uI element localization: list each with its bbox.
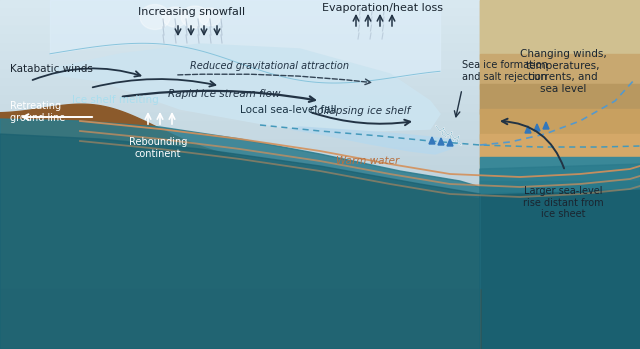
Bar: [0, 148, 640, 157]
Bar: [0, 192, 640, 201]
Bar: [0, 61, 640, 70]
Text: Warm water: Warm water: [337, 156, 399, 166]
Ellipse shape: [140, 5, 170, 30]
Bar: [0, 122, 640, 131]
Polygon shape: [543, 122, 549, 129]
Polygon shape: [480, 164, 640, 194]
Text: Rebounding
continent: Rebounding continent: [129, 137, 187, 158]
Text: Sea ice formation
and salt rejection: Sea ice formation and salt rejection: [462, 60, 548, 82]
Bar: [0, 209, 640, 218]
Polygon shape: [0, 134, 480, 349]
Bar: [0, 96, 640, 105]
Bar: [0, 253, 640, 262]
Bar: [0, 44, 640, 52]
Ellipse shape: [181, 6, 209, 28]
Text: Evaporation/heat loss: Evaporation/heat loss: [323, 3, 444, 13]
Polygon shape: [480, 189, 640, 349]
Bar: [0, 201, 640, 209]
Bar: [0, 244, 640, 253]
Bar: [0, 157, 640, 166]
Polygon shape: [480, 0, 640, 349]
Polygon shape: [480, 291, 640, 349]
Text: Collapsing ice shelf: Collapsing ice shelf: [310, 106, 410, 116]
Bar: [0, 305, 640, 314]
Text: Rapid ice stream flow: Rapid ice stream flow: [168, 89, 280, 99]
Polygon shape: [525, 126, 531, 133]
Polygon shape: [290, 127, 460, 154]
Text: Reduced gravitational attraction: Reduced gravitational attraction: [191, 61, 349, 71]
Bar: [0, 297, 640, 305]
Bar: [0, 314, 640, 323]
Bar: [0, 9, 640, 17]
Bar: [0, 140, 640, 148]
Bar: [0, 236, 640, 244]
Ellipse shape: [199, 8, 221, 26]
Bar: [0, 340, 640, 349]
Text: Ice shelf melting: Ice shelf melting: [72, 95, 159, 105]
Polygon shape: [480, 261, 640, 299]
Bar: [0, 288, 640, 297]
Polygon shape: [480, 84, 640, 114]
Bar: [0, 131, 640, 140]
Ellipse shape: [163, 7, 188, 27]
Bar: [0, 279, 640, 288]
Bar: [0, 35, 640, 44]
Bar: [0, 218, 640, 227]
Text: Retreating
ground line: Retreating ground line: [10, 101, 65, 122]
Text: Larger sea-level
rise distant from
ice sheet: Larger sea-level rise distant from ice s…: [523, 186, 604, 219]
Polygon shape: [480, 0, 640, 59]
Polygon shape: [480, 54, 640, 89]
Text: Katabatic winds: Katabatic winds: [10, 64, 93, 74]
Polygon shape: [480, 109, 640, 139]
Bar: [0, 105, 640, 113]
Polygon shape: [480, 181, 640, 214]
Bar: [0, 0, 640, 9]
Bar: [0, 113, 640, 122]
Polygon shape: [429, 137, 435, 144]
Bar: [0, 70, 640, 79]
Bar: [0, 174, 640, 183]
Bar: [0, 262, 640, 270]
Bar: [0, 323, 640, 332]
Polygon shape: [0, 119, 480, 349]
Polygon shape: [480, 206, 640, 241]
Polygon shape: [0, 104, 480, 349]
Polygon shape: [480, 234, 640, 269]
Text: Increasing snowfall: Increasing snowfall: [138, 7, 246, 17]
Bar: [0, 79, 640, 87]
Text: Changing winds,
temperatures,
currents, and
sea level: Changing winds, temperatures, currents, …: [520, 49, 606, 94]
Bar: [0, 227, 640, 236]
Polygon shape: [447, 139, 453, 146]
Polygon shape: [50, 44, 440, 131]
Text: Local sea-level fall: Local sea-level fall: [240, 105, 336, 115]
Polygon shape: [0, 289, 480, 349]
Polygon shape: [480, 157, 640, 189]
Bar: [0, 17, 640, 26]
Bar: [0, 87, 640, 96]
Polygon shape: [438, 138, 444, 145]
Polygon shape: [534, 124, 540, 131]
Bar: [0, 270, 640, 279]
Bar: [0, 52, 640, 61]
Bar: [0, 332, 640, 340]
Bar: [0, 26, 640, 35]
Polygon shape: [480, 134, 640, 164]
Bar: [0, 183, 640, 192]
Bar: [0, 166, 640, 174]
